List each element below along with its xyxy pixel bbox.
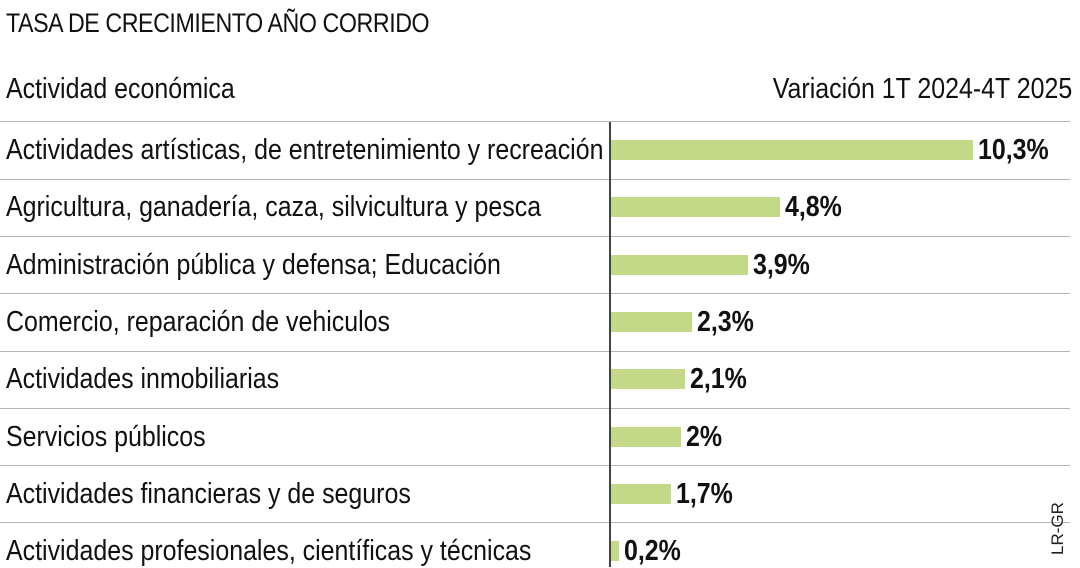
row-separator — [0, 178, 1070, 180]
bar — [611, 140, 973, 160]
bar-value-label: 1,7% — [675, 477, 733, 510]
category-label: Comercio, reparación de vehiculos — [6, 305, 390, 338]
bar — [611, 311, 692, 332]
chart-axis-line — [609, 122, 611, 567]
chart-title: TASA DE CRECIMIENTO AÑO CORRIDO — [6, 8, 430, 38]
source-credit: LR-GR — [1048, 502, 1067, 555]
bar — [611, 426, 682, 447]
category-label: Administración pública y defensa; Educac… — [6, 248, 501, 281]
row-separator — [0, 121, 1070, 123]
bar-value-label: 10,3% — [978, 134, 1049, 166]
bar-value-label: 2,1% — [689, 363, 747, 396]
row-separator — [0, 350, 1070, 352]
category-label: Actividades artísticas, de entretenimien… — [6, 134, 604, 166]
category-label: Actividades profesionales, científicas y… — [6, 535, 532, 568]
bar-value-label: 2% — [686, 420, 723, 453]
value-column-header: Variación 1T 2024-4T 2025 — [772, 73, 1072, 105]
row-separator — [0, 407, 1070, 409]
bar — [611, 541, 619, 562]
bar-value-label: 4,8% — [784, 191, 842, 224]
bar — [611, 254, 749, 275]
bar — [611, 483, 671, 504]
bar-value-label: 0,2% — [624, 535, 681, 568]
row-separator — [0, 235, 1070, 237]
category-label: Agricultura, ganadería, caza, silvicultu… — [6, 191, 542, 224]
row-separator — [0, 293, 1070, 295]
category-label: Servicios públicos — [6, 420, 206, 453]
row-separator — [0, 522, 1070, 524]
category-label: Actividades inmobiliarias — [6, 363, 280, 396]
bar-value-label: 2,3% — [696, 305, 754, 338]
bar-value-label: 3,9% — [753, 248, 810, 281]
row-separator — [0, 465, 1070, 467]
bar — [611, 197, 780, 218]
bar — [611, 369, 685, 390]
category-label: Actividades financieras y de seguros — [6, 477, 411, 510]
category-column-header: Actividad económica — [6, 73, 235, 105]
